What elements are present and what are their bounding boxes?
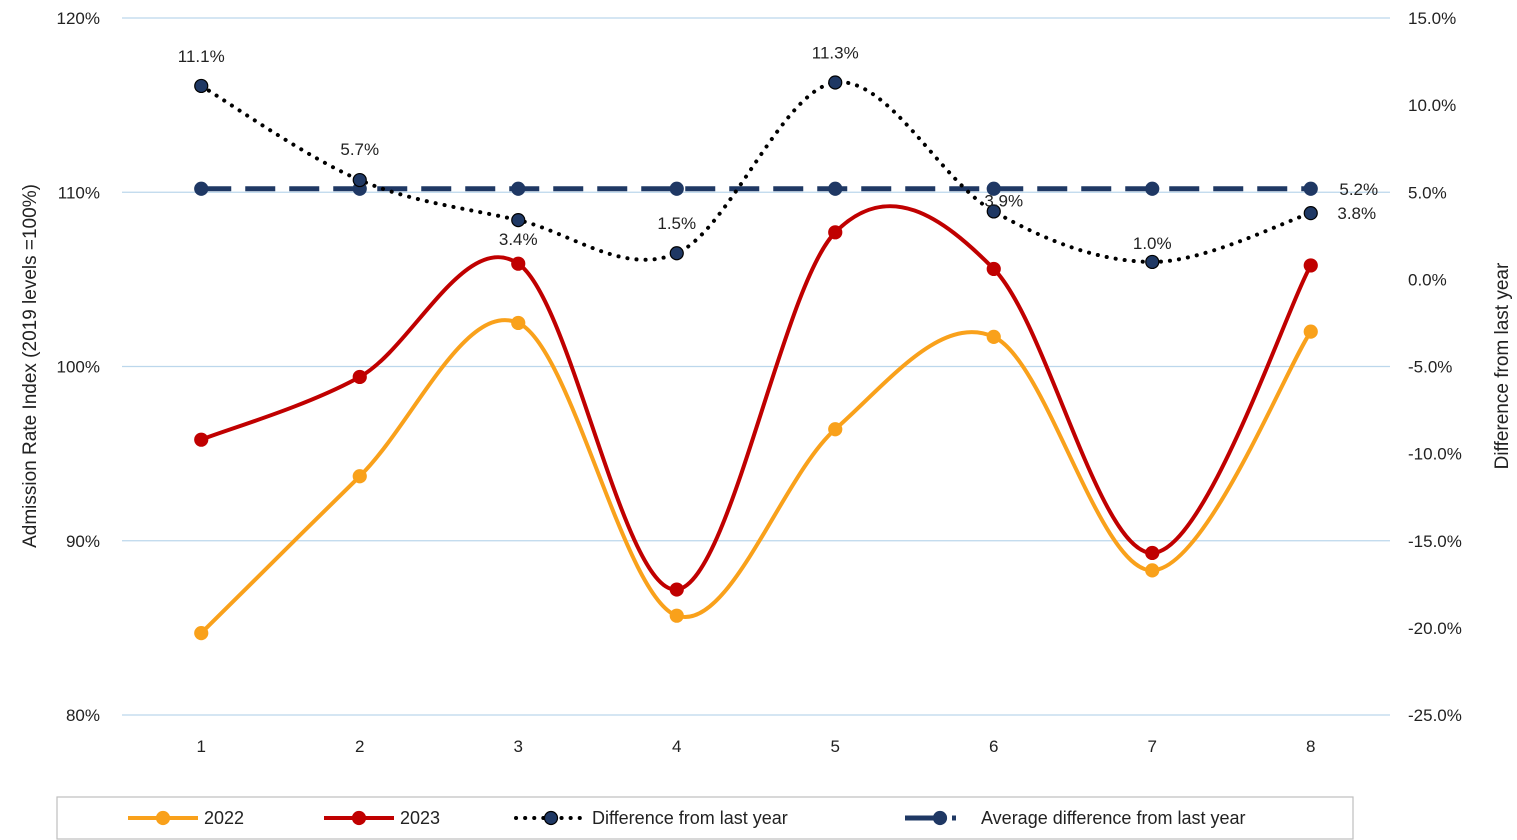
- data-point: [669, 181, 684, 196]
- legend-marker: [932, 810, 948, 826]
- data-labels: 11.1% 5.7% 3.4% 1.5% 11.3% 3.9% 1.0% 3.8% 5.2%: [178, 43, 1378, 252]
- data-point: [1145, 254, 1160, 270]
- series-line: [199, 80, 1313, 264]
- y2-tick-label: 0.0%: [1408, 270, 1447, 289]
- legend-item-average-difference-from-last-year: Average difference from last year: [905, 808, 1245, 828]
- y-axis-title: Admission Rate Index (2019 levels =100%): [20, 184, 41, 548]
- series-2022: [194, 315, 1318, 641]
- legend-label: Average difference from last year: [981, 808, 1245, 828]
- x-tick-label: 3: [514, 737, 523, 756]
- legend-label: 2023: [400, 808, 440, 828]
- y-tick-label: 100%: [57, 358, 100, 377]
- legend-marker: [543, 810, 559, 826]
- x-axis-ticks: 1 2 3 4 5 6 7 8: [197, 737, 1316, 756]
- data-point: [352, 469, 367, 484]
- data-point: [669, 582, 684, 597]
- x-tick-label: 6: [989, 737, 998, 756]
- x-tick-label: 1: [197, 737, 206, 756]
- y2-tick-label: -15.0%: [1408, 532, 1462, 551]
- x-tick-label: 7: [1148, 737, 1157, 756]
- data-point: [511, 256, 526, 271]
- data-label: 3.9%: [984, 191, 1023, 210]
- data-label: 1.5%: [657, 214, 696, 233]
- data-point: [352, 369, 367, 385]
- legend-item-2022: 2022: [128, 808, 244, 828]
- legend: 2022 2023 Difference from last year Average…: [56, 796, 1354, 840]
- data-label: 1.0%: [1133, 234, 1172, 253]
- data-point: [1303, 258, 1318, 273]
- series-layer: [194, 75, 1318, 641]
- series-difference-from-last-year: [194, 75, 1318, 270]
- series-line: [200, 204, 1313, 592]
- x-tick-label: 5: [831, 737, 840, 756]
- y-tick-label: 80%: [66, 706, 100, 725]
- data-point: [1303, 206, 1318, 221]
- data-point: [194, 432, 209, 447]
- y-tick-label: 120%: [57, 9, 100, 28]
- data-point: [1145, 563, 1160, 578]
- data-point: [1303, 324, 1318, 339]
- legend-label: Difference from last year: [592, 808, 788, 828]
- data-point: [986, 181, 1001, 196]
- data-point: [511, 213, 526, 228]
- legend-marker: [155, 810, 171, 826]
- legend-label: 2022: [204, 808, 244, 828]
- x-tick-label: 2: [355, 737, 364, 756]
- right-axis-ticks: -25.0% -20.0% -15.0% -10.0% -5.0% 0.0% 5.0% 10.…: [1408, 9, 1462, 725]
- data-label: 5.7%: [340, 140, 379, 159]
- data-point: [1145, 181, 1160, 196]
- data-point: [986, 329, 1001, 344]
- legend-item-2023: 2023: [324, 808, 440, 828]
- data-label: 11.1%: [178, 47, 225, 66]
- data-point: [1145, 545, 1160, 561]
- y2-tick-label: -5.0%: [1408, 358, 1452, 377]
- data-label: 3.8%: [1337, 204, 1376, 223]
- data-point: [828, 422, 843, 437]
- y2-tick-label: -10.0%: [1408, 445, 1462, 464]
- data-point: [511, 181, 526, 196]
- left-axis-ticks: 80% 90% 100% 110% 120%: [57, 9, 100, 725]
- y2-tick-label: 10.0%: [1408, 96, 1456, 115]
- y2-tick-label: -20.0%: [1408, 619, 1462, 638]
- legend-box: [56, 796, 1354, 840]
- data-point: [986, 261, 1001, 277]
- data-point: [194, 181, 209, 196]
- data-point: [511, 315, 526, 331]
- data-point: [828, 181, 843, 196]
- gridlines: [122, 17, 1390, 716]
- data-point: [828, 75, 843, 90]
- series-average-difference-from-last-year: [194, 181, 1318, 196]
- data-point: [828, 225, 843, 240]
- y2-tick-label: -25.0%: [1408, 706, 1462, 725]
- x-tick-label: 4: [672, 737, 681, 756]
- y2-tick-label: 5.0%: [1408, 183, 1447, 202]
- legend-marker: [351, 810, 367, 826]
- data-label: 3.4%: [499, 230, 538, 249]
- data-label: 5.2%: [1339, 180, 1378, 199]
- data-point: [986, 204, 1001, 219]
- data-point: [194, 78, 209, 94]
- data-point: [669, 608, 684, 623]
- y-tick-label: 110%: [58, 183, 100, 202]
- y2-tick-label: 15.0%: [1408, 9, 1456, 28]
- series-2023: [194, 204, 1318, 597]
- x-tick-label: 8: [1306, 737, 1315, 756]
- data-label: 11.3%: [812, 43, 859, 62]
- data-point: [1303, 181, 1318, 196]
- data-point: [669, 246, 684, 261]
- data-point: [194, 626, 209, 641]
- series-line: [199, 318, 1313, 635]
- y-tick-label: 90%: [66, 532, 100, 551]
- data-point: [352, 172, 367, 188]
- y2-axis-title: Difference from last year: [1492, 262, 1513, 469]
- legend-item-difference-from-last-year: Difference from last year: [514, 808, 788, 828]
